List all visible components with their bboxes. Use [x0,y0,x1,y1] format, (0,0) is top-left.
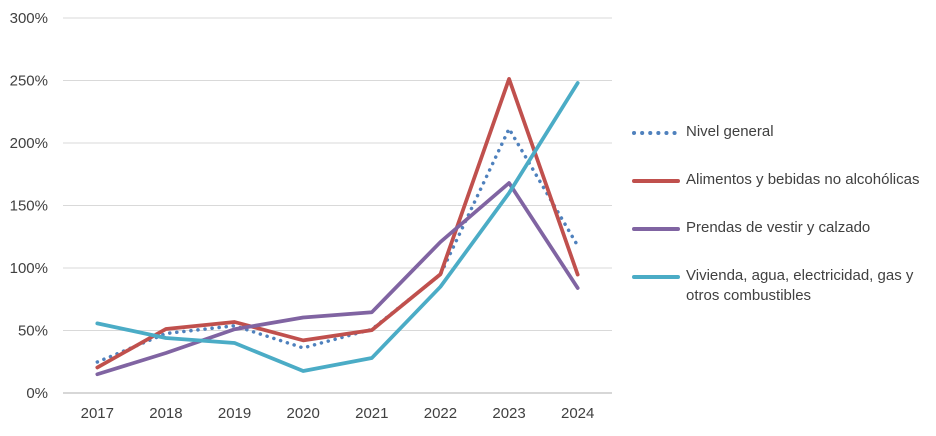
series-line-vivienda-agua-electricidad [95,81,580,373]
y-tick-label: 0% [26,385,48,402]
y-tick-label: 250% [10,73,48,90]
legend-label-alimentos: Alimentos y bebidas no alcohólicas [686,171,920,188]
legend-label-vivienda: Vivienda, agua, electricidad, gas y otro… [686,267,914,304]
legend-item-alimentos: Alimentos y bebidas no alcohólicas [632,170,932,190]
x-tick-label: 2021 [355,405,388,422]
y-tick-label: 100% [10,260,48,277]
x-tick-label: 2022 [424,405,457,422]
x-tick-label: 2023 [492,405,525,422]
x-tick-label: 2019 [218,405,251,422]
y-tick-label: 150% [10,198,48,215]
y-tick-label: 50% [18,323,48,340]
legend-line-sample-nivel-general [632,131,680,135]
legend: Nivel general Alimentos y bebidas no alc… [632,122,932,334]
legend-line-sample-alimentos [632,179,680,183]
legend-item-prendas: Prendas de vestir y calzado [632,218,932,238]
y-tick-label: 300% [10,10,48,27]
legend-item-nivel-general: Nivel general [632,122,932,142]
legend-label-nivel-general: Nivel general [686,123,774,140]
legend-line-sample-vivienda [632,275,680,279]
plot-area: 0% 50% 100% 150% 200% 250% 300% 2017 2018 2019 202… [10,10,612,422]
legend-label-prendas: Prendas de vestir y calzado [686,219,871,236]
y-tick-label: 200% [10,135,48,152]
x-tick-label: 2020 [287,405,320,422]
series-line-alimentos-y-bebidas [95,77,580,370]
x-tick-label: 2018 [149,405,182,422]
series-line-prendas-de-vestir [95,181,580,377]
legend-line-sample-prendas [632,227,680,231]
x-tick-label: 2017 [81,405,114,422]
legend-item-vivienda: Vivienda, agua, electricidad, gas y otro… [632,266,932,306]
x-tick-label: 2024 [561,405,594,422]
series-line-nivel-general [95,127,580,364]
